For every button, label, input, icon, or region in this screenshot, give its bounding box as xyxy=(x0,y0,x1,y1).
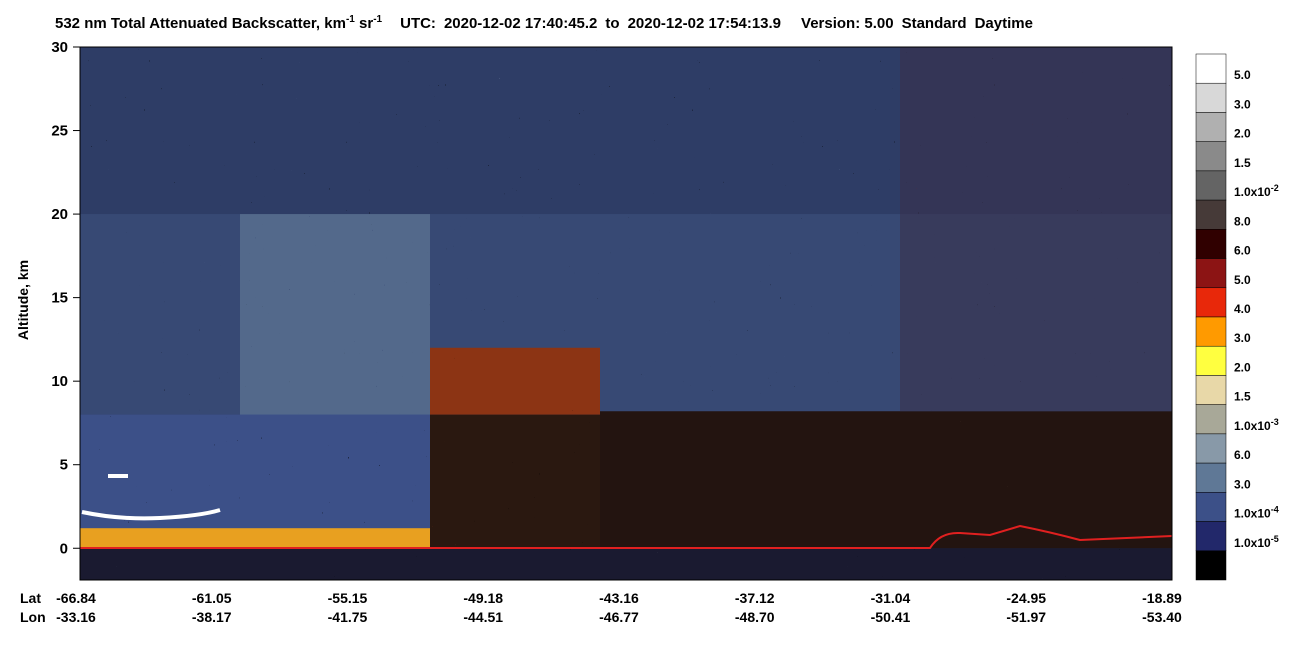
title-main: 532 nm Total Attenuated Backscatter, km xyxy=(55,15,346,32)
y-tick-label: 30 xyxy=(51,39,68,56)
surface-line xyxy=(80,524,1173,549)
colorbar-label: 3.0 xyxy=(1234,331,1251,345)
lon-label: -44.51 xyxy=(463,609,503,625)
title-sup: -1 xyxy=(373,14,382,25)
y-tick-label: 5 xyxy=(60,457,68,474)
colorbar-cell xyxy=(1195,287,1227,318)
plot-frame xyxy=(79,46,1173,581)
lon-label: -50.41 xyxy=(871,609,911,625)
colorbar-label: 2.0 xyxy=(1234,360,1251,374)
colorbar-label: 5.0 xyxy=(1234,68,1251,82)
lat-label: -18.89 xyxy=(1142,590,1182,606)
colorbar-cell xyxy=(1195,521,1227,552)
colorbar-cell xyxy=(1195,345,1227,376)
colorbar-label-exp: -3 xyxy=(1271,417,1279,427)
colorbar-label: 1.0x10-3 xyxy=(1234,417,1279,433)
lat-label: -49.18 xyxy=(463,590,503,606)
colorbar-label: 5.0 xyxy=(1234,273,1251,287)
colorbar-label-base: 1.0x10 xyxy=(1234,507,1271,521)
lon-label: -48.70 xyxy=(735,609,775,625)
colorbar-cell xyxy=(1195,404,1227,435)
y-axis-label: Altitude, km xyxy=(15,260,31,340)
cloud-top xyxy=(81,508,221,521)
colorbar-label: 1.5 xyxy=(1234,390,1251,404)
colorbar-label-exp: -4 xyxy=(1271,505,1279,515)
y-tick-label: 20 xyxy=(51,206,68,223)
colorbar-label: 2.0 xyxy=(1234,127,1251,141)
title-mid: sr xyxy=(355,15,374,32)
colorbar-label: 6.0 xyxy=(1234,244,1251,258)
colorbar-cell xyxy=(1195,53,1227,84)
title-end: 2020-12-02 17:54:13.9 xyxy=(628,15,781,32)
colorbar-label: 1.0x10-2 xyxy=(1234,183,1279,199)
colorbar-cell xyxy=(1195,229,1227,259)
colorbar-cell xyxy=(1195,550,1227,581)
x-row-label: Lat xyxy=(20,590,41,606)
colorbar-cell xyxy=(1195,492,1227,522)
backscatter-speckle xyxy=(430,347,600,415)
backscatter-speckle xyxy=(600,411,1172,549)
lon-label: -51.97 xyxy=(1006,609,1046,625)
colorbar-cell xyxy=(1195,375,1227,405)
title-utc: UTC: xyxy=(400,15,436,32)
colorbar-cell xyxy=(1195,433,1227,464)
backscatter-speckle xyxy=(80,414,430,549)
plot-area xyxy=(79,46,1173,581)
lon-label: -41.75 xyxy=(328,609,368,625)
colorbar-label: 3.0 xyxy=(1234,97,1251,111)
lon-label: -46.77 xyxy=(599,609,639,625)
colorbar-cell xyxy=(1195,170,1227,201)
colorbar-cell xyxy=(1195,199,1227,230)
title-mode: Daytime xyxy=(975,15,1033,32)
y-tick-label: 0 xyxy=(60,540,68,557)
colorbar-cell xyxy=(1195,462,1227,493)
colorbar-cell xyxy=(1195,258,1227,289)
y-tick-label: 25 xyxy=(51,123,68,140)
lat-label: -43.16 xyxy=(599,590,639,606)
lon-label: -53.40 xyxy=(1142,609,1182,625)
colorbar-label: 8.0 xyxy=(1234,214,1251,228)
colorbar-label-exp: -5 xyxy=(1271,534,1279,544)
lat-label: -55.15 xyxy=(328,590,368,606)
chart-title: 532 nm Total Attenuated Backscatter, km-… xyxy=(55,14,1033,32)
y-tick-label: 10 xyxy=(51,373,68,390)
colorbar-label: 3.0 xyxy=(1234,477,1251,491)
colorbar-label: 1.0x10-4 xyxy=(1234,505,1279,521)
colorbar-label-base: 1.0x10 xyxy=(1234,536,1271,550)
y-tick-label: 15 xyxy=(51,290,68,307)
colorbar-cell xyxy=(1195,316,1227,347)
backscatter-speckle xyxy=(900,47,1172,412)
colorbar-label-exp: -2 xyxy=(1271,183,1279,193)
lat-label: -24.95 xyxy=(1006,590,1046,606)
backscatter-speckle xyxy=(80,548,1172,580)
colorbar-label: 6.0 xyxy=(1234,448,1251,462)
lat-label: -37.12 xyxy=(735,590,775,606)
title-to: to xyxy=(605,15,619,32)
lon-label: -33.16 xyxy=(56,609,96,625)
backscatter-speckle xyxy=(80,528,430,549)
colorbar-label: 1.5 xyxy=(1234,156,1251,170)
title-version: Version: 5.00 xyxy=(801,15,894,32)
lon-label: -38.17 xyxy=(192,609,232,625)
colorbar-label-base: 1.0x10 xyxy=(1234,185,1271,199)
colorbar-cell xyxy=(1195,112,1227,142)
colorbar-cell xyxy=(1195,141,1227,172)
lat-label: -66.84 xyxy=(56,590,96,606)
lat-label: -31.04 xyxy=(871,590,911,606)
colorbar-cell xyxy=(1195,82,1227,113)
title-start: 2020-12-02 17:40:45.2 xyxy=(444,15,597,32)
colorbar-label: 1.0x10-5 xyxy=(1234,534,1279,550)
title-product: Standard xyxy=(902,15,967,32)
colorbar-label: 4.0 xyxy=(1234,302,1251,316)
x-row-label: Lon xyxy=(20,609,46,625)
title-sup: -1 xyxy=(346,14,355,25)
colorbar-label-base: 1.0x10 xyxy=(1234,419,1271,433)
lat-label: -61.05 xyxy=(192,590,232,606)
